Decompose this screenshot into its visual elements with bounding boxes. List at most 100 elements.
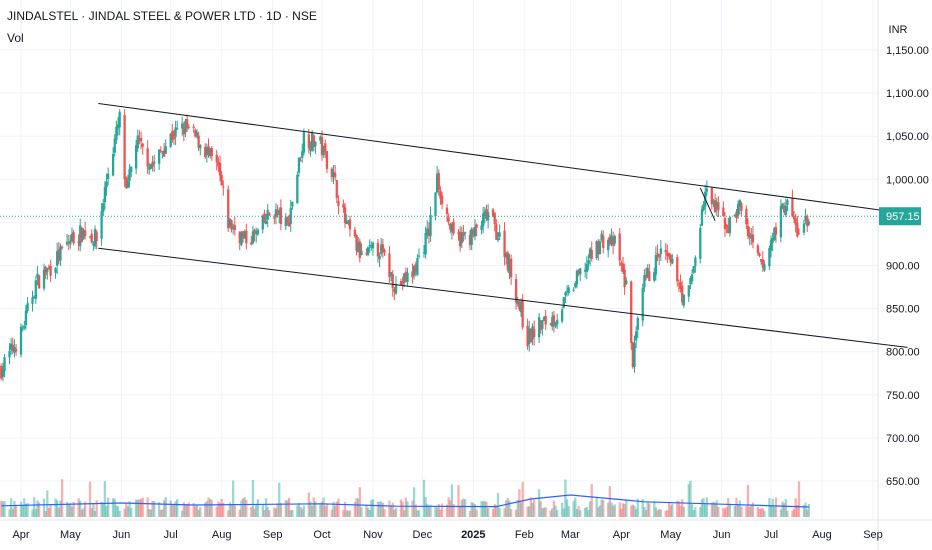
volume-bar xyxy=(314,501,317,517)
candle-body xyxy=(600,233,603,240)
candle-body xyxy=(230,220,233,230)
candle-body xyxy=(105,181,108,188)
volume-bar xyxy=(682,506,685,517)
volume-bar xyxy=(266,507,269,517)
volume-bar xyxy=(100,501,103,517)
candle-body xyxy=(434,192,437,217)
volume-bar xyxy=(486,508,490,517)
volume-bar xyxy=(371,499,375,517)
candle-body xyxy=(403,273,406,283)
candle-body xyxy=(705,188,709,192)
candle-body xyxy=(348,219,352,230)
candle-body xyxy=(92,243,95,246)
volume-bar xyxy=(756,506,760,517)
candle-body xyxy=(416,258,419,275)
candle-body xyxy=(533,328,536,338)
candle-body xyxy=(54,268,57,273)
time-axis-label: Jul xyxy=(764,529,778,541)
candle-body xyxy=(3,357,6,372)
candle-body xyxy=(79,225,82,247)
candle-body xyxy=(172,137,176,139)
candle-body xyxy=(310,132,314,151)
candle-body xyxy=(493,212,496,224)
volume-bar xyxy=(347,510,350,517)
candle-body xyxy=(699,227,702,259)
candle-body xyxy=(784,205,787,215)
candle-body xyxy=(723,217,727,230)
candle-body xyxy=(394,284,398,294)
candle-body xyxy=(100,211,103,239)
candle-body xyxy=(681,286,684,303)
candle-body xyxy=(585,263,588,273)
candle-body xyxy=(700,209,704,226)
volume-bar xyxy=(794,498,797,517)
candle-body xyxy=(330,168,334,178)
volume-bar xyxy=(713,502,717,517)
volume-bar xyxy=(227,510,230,517)
candle-body xyxy=(128,169,131,181)
candle-body xyxy=(126,181,130,188)
candle-body xyxy=(549,323,552,325)
trendlines[interactable] xyxy=(98,102,908,348)
volume-bar xyxy=(411,500,414,517)
volume-bar xyxy=(562,508,565,517)
candle-body xyxy=(666,252,669,257)
volume-bar xyxy=(694,507,697,517)
volume-bar xyxy=(49,504,52,517)
volume-bar xyxy=(565,499,569,517)
volume-bar xyxy=(207,497,210,517)
candle-body xyxy=(584,269,587,272)
candle-body xyxy=(243,231,246,239)
volume-bar xyxy=(587,510,590,517)
volume-bar xyxy=(37,502,41,517)
candle-body xyxy=(49,265,52,276)
candle-body xyxy=(802,223,806,233)
candle-body xyxy=(197,135,200,148)
volume-bar xyxy=(656,510,659,517)
candle-body xyxy=(608,236,611,245)
candle-body xyxy=(307,134,310,149)
volume-bar xyxy=(610,502,613,517)
volume-bar xyxy=(302,505,306,517)
price-axis[interactable]: 650.00 700.00 750.00 800.00 850.00 900.00 1,00… xyxy=(886,45,929,488)
volume-bar xyxy=(445,504,449,517)
price-axis-label: 1,050.00 xyxy=(886,131,929,143)
candle-body xyxy=(245,230,248,244)
volume-bar xyxy=(783,503,786,517)
candle-body xyxy=(19,326,23,355)
candle-body xyxy=(251,231,255,244)
volume-bar xyxy=(138,499,141,517)
currency-label[interactable]: INR xyxy=(888,24,908,36)
candle-body xyxy=(232,227,235,230)
volume-bar xyxy=(483,501,486,517)
candle-body xyxy=(210,148,213,157)
volume-bar xyxy=(763,510,766,517)
candle-body xyxy=(623,269,626,288)
candle-body xyxy=(26,303,29,312)
volume-bar xyxy=(723,508,727,517)
candle-body xyxy=(429,214,432,237)
candle-body xyxy=(562,297,565,308)
candle-body xyxy=(146,148,149,167)
volume-bar xyxy=(218,503,222,517)
candle-body xyxy=(750,235,753,239)
candle-body xyxy=(426,228,429,236)
price-tag-background xyxy=(879,207,921,226)
candle-body xyxy=(531,326,534,340)
candle-body xyxy=(37,275,41,289)
candle-body xyxy=(658,254,661,258)
volume-bar xyxy=(8,509,11,517)
volume-indicator-label[interactable]: Vol xyxy=(7,31,24,45)
candle-body xyxy=(273,217,276,219)
candle-body xyxy=(756,245,760,254)
volume-bar xyxy=(722,508,725,517)
candle-body xyxy=(284,217,287,227)
time-axis[interactable]: Apr May Jun Jul Aug Sep Oct Nov Dec 2025 Feb Mar Apr… xyxy=(12,529,882,541)
volume-bar xyxy=(529,497,533,517)
volume-bar xyxy=(240,500,243,517)
volume-bar xyxy=(435,507,439,517)
candle-body xyxy=(9,343,13,350)
volume-bar xyxy=(595,497,598,517)
volume-bar xyxy=(761,508,764,517)
